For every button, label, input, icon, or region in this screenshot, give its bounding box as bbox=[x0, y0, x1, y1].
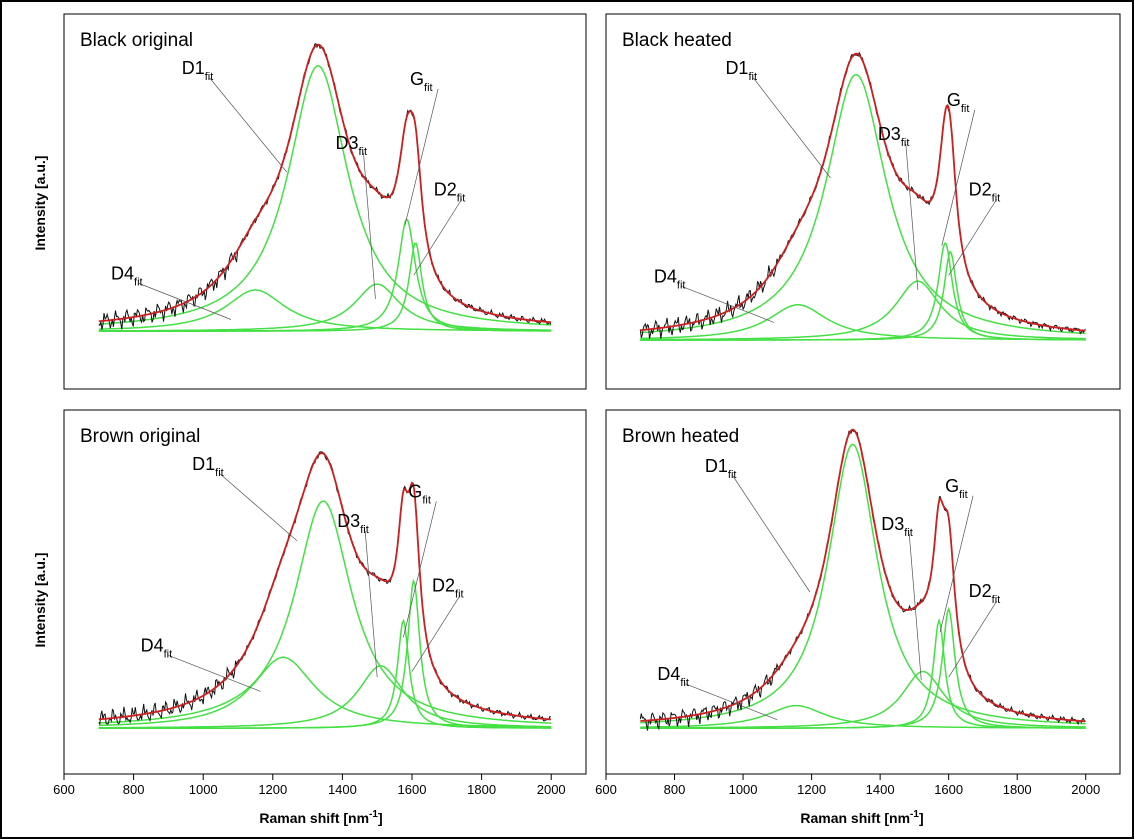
annotation-d3: D3fit bbox=[335, 133, 367, 158]
x-tick-label: 1600 bbox=[934, 782, 963, 797]
annotation-leader-d3 bbox=[908, 534, 922, 681]
x-tick-label: 1400 bbox=[866, 782, 895, 797]
x-tick-label: 1000 bbox=[189, 782, 218, 797]
panel-title: Black heated bbox=[622, 30, 732, 51]
panel-frame bbox=[63, 13, 587, 390]
cumulative-fit-curve bbox=[98, 43, 551, 324]
fit-curve-d1fit bbox=[640, 73, 1086, 335]
annotation-leader-g bbox=[402, 501, 437, 638]
annotation-d3: D3fit bbox=[881, 514, 913, 539]
annotation-leader-d3 bbox=[363, 152, 376, 299]
annotation-d2: D2fit bbox=[969, 581, 1001, 606]
annotation-d4: D4fit bbox=[141, 635, 173, 660]
annotation-d3: D3fit bbox=[878, 124, 910, 149]
annotation-d1: D1fit bbox=[182, 58, 214, 83]
annotation-leader-d2 bbox=[413, 199, 463, 276]
annotation-g: Gfit bbox=[408, 481, 431, 506]
x-axis-label-left: Raman shift [nm-1] bbox=[259, 809, 382, 826]
annotation-leader-d4 bbox=[138, 283, 232, 320]
annotation-leader-d1 bbox=[753, 77, 831, 179]
fit-curve-d1fit bbox=[98, 500, 552, 724]
annotation-g: Gfit bbox=[945, 476, 968, 501]
panel-frame bbox=[63, 409, 587, 775]
annotation-leader-d3 bbox=[905, 143, 919, 291]
annotation-d2: D2fit bbox=[432, 576, 464, 601]
fit-curve-gfit bbox=[640, 242, 1086, 341]
x-tick-label: 1200 bbox=[797, 782, 826, 797]
panel-title: Brown original bbox=[80, 426, 200, 447]
x-tick-label: 800 bbox=[664, 782, 686, 797]
x-tick-label: 2000 bbox=[1071, 782, 1100, 797]
x-tick-label: 1200 bbox=[258, 782, 287, 797]
annotation-leader-d4 bbox=[168, 655, 261, 692]
annotation-leader-g bbox=[404, 89, 439, 226]
x-tick-label: 600 bbox=[595, 782, 617, 797]
x-axis-label-right: Raman shift [nm-1] bbox=[800, 809, 923, 826]
x-tick-label: 1800 bbox=[467, 782, 496, 797]
fit-curve-d3fit bbox=[98, 665, 552, 729]
x-tick-label: 1400 bbox=[328, 782, 357, 797]
annotation-leader-d4 bbox=[681, 286, 775, 323]
fit-curve-gfit bbox=[98, 218, 552, 332]
annotation-d2: D2fit bbox=[434, 179, 466, 204]
fit-curve-d4fit bbox=[98, 289, 552, 332]
panel-frame bbox=[605, 13, 1121, 390]
fit-curve-d4fit bbox=[98, 656, 552, 728]
annotation-leader-d4 bbox=[685, 683, 778, 721]
annotation-leader-d2 bbox=[948, 199, 997, 276]
fit-curve-gfit bbox=[98, 618, 552, 730]
x-tick-label: 1000 bbox=[729, 782, 758, 797]
annotation-g: Gfit bbox=[947, 90, 970, 115]
annotation-d1: D1fit bbox=[192, 454, 224, 479]
annotation-leader-d1 bbox=[732, 475, 811, 593]
fit-curve-gfit bbox=[640, 617, 1086, 730]
panel-black-heated: Black heated D1fit D2fit D3fit D4fit Gfit bbox=[605, 13, 1121, 390]
annotation-leader-d2 bbox=[411, 595, 461, 672]
x-tick-label: 600 bbox=[53, 782, 75, 797]
annotation-leader-d1 bbox=[219, 473, 298, 542]
annotation-leader-g bbox=[941, 109, 976, 246]
panel-black-original: Black original D1fit D2fit D3fit D4fit Gfit bbox=[63, 13, 587, 390]
annotation-d3: D3fit bbox=[337, 511, 369, 536]
fit-curve-d3fit bbox=[640, 280, 1086, 341]
annotation-d4: D4fit bbox=[111, 264, 143, 289]
fit-curve-d1fit bbox=[640, 443, 1086, 725]
cumulative-fit-curve bbox=[640, 428, 1086, 723]
fit-curve-d1fit bbox=[98, 65, 552, 326]
panel-brown-original: Brown original D1fit D2fit D3fit D4fit Gfit 60… bbox=[53, 409, 587, 797]
annotation-d4: D4fit bbox=[654, 266, 686, 291]
y-axis-label-bottom: Intensity [a.u.] bbox=[32, 553, 48, 648]
annotation-d1: D1fit bbox=[725, 58, 757, 83]
annotation-leader-d2 bbox=[948, 601, 997, 678]
panel-brown-heated: Brown heated D1fit D2fit D3fit D4fit Gfit 600 8… bbox=[595, 409, 1121, 797]
x-tick-label: 800 bbox=[123, 782, 145, 797]
x-tick-label: 1600 bbox=[398, 782, 427, 797]
y-axis-label-top: Intensity [a.u.] bbox=[32, 156, 48, 251]
annotation-d4: D4fit bbox=[657, 664, 689, 689]
panels-group: Black originalD1fitD2fitD3fitD4fitGfitBl… bbox=[53, 13, 1121, 797]
x-tick-label: 2000 bbox=[537, 782, 566, 797]
panel-title: Black original bbox=[80, 30, 193, 51]
annotation-leader-g bbox=[939, 495, 974, 632]
annotation-d1: D1fit bbox=[705, 456, 737, 481]
annotation-g: Gfit bbox=[410, 69, 433, 94]
panel-title: Brown heated bbox=[622, 426, 739, 447]
cumulative-fit-curve bbox=[640, 52, 1086, 332]
annotation-d2: D2fit bbox=[969, 179, 1001, 204]
cumulative-fit-curve bbox=[98, 452, 551, 721]
x-tick-label: 1800 bbox=[1003, 782, 1032, 797]
annotation-leader-d1 bbox=[209, 77, 287, 173]
annotation-leader-d3 bbox=[364, 531, 378, 678]
